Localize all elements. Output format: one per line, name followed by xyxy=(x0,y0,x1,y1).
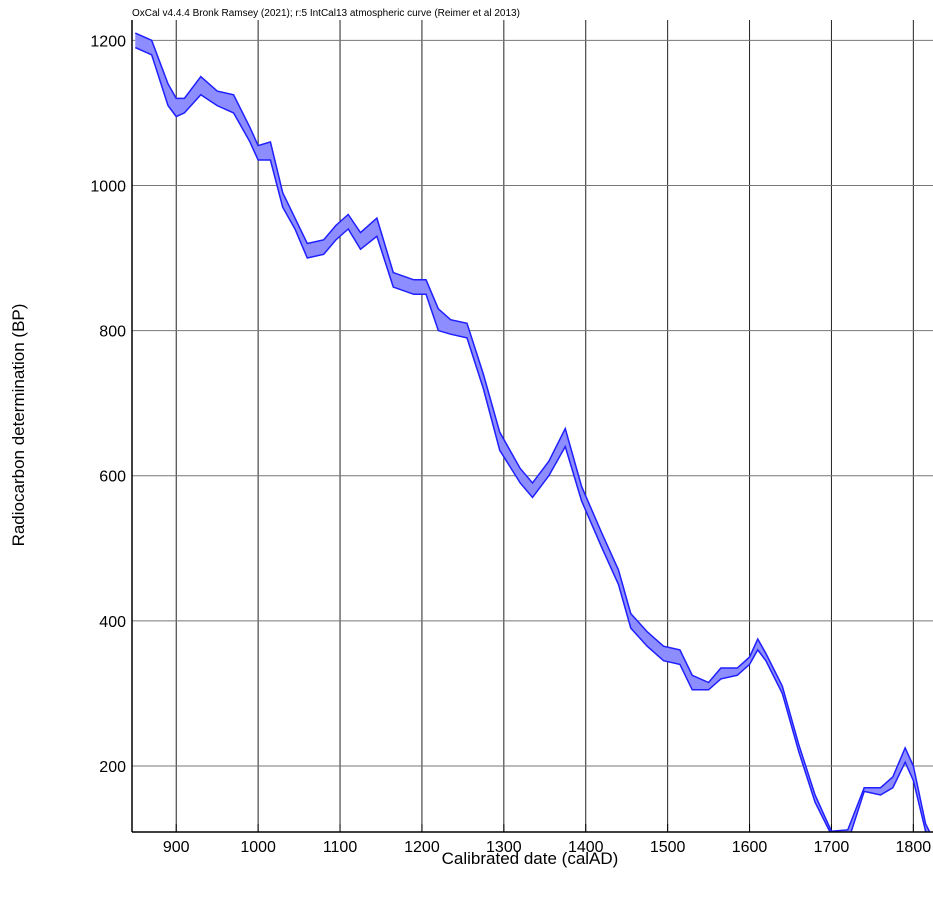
band-upper xyxy=(134,32,931,832)
y-tick-label: 600 xyxy=(99,469,126,486)
x-tick-label: 1200 xyxy=(404,839,440,856)
y-tick-label: 1200 xyxy=(90,33,126,50)
x-tick-label: 1000 xyxy=(240,839,276,856)
band-fill xyxy=(135,33,930,832)
x-tick-label: 1600 xyxy=(732,839,768,856)
x-tick-label: 1500 xyxy=(650,839,686,856)
y-tick-label: 200 xyxy=(99,759,126,776)
plot-area xyxy=(134,32,931,832)
x-axis-label: Calibrated date (calAD) xyxy=(442,849,619,868)
y-tick-label: 800 xyxy=(99,324,126,341)
x-tick-label: 1300 xyxy=(486,839,522,856)
y-tick-label: 1000 xyxy=(90,178,126,195)
x-tick-label: 1400 xyxy=(568,839,604,856)
y-axis-label: Radiocarbon determination (BP) xyxy=(9,304,28,547)
x-tick-label: 1700 xyxy=(814,839,850,856)
band-lower xyxy=(134,46,928,832)
x-tick-label: 900 xyxy=(163,839,190,856)
y-tick-label: 400 xyxy=(99,614,126,631)
chart-title: OxCal v4.4.4 Bronk Ramsey (2021); r:5 In… xyxy=(132,8,520,19)
x-tick-label: 1800 xyxy=(896,839,932,856)
x-tick-label: 1100 xyxy=(323,839,358,856)
